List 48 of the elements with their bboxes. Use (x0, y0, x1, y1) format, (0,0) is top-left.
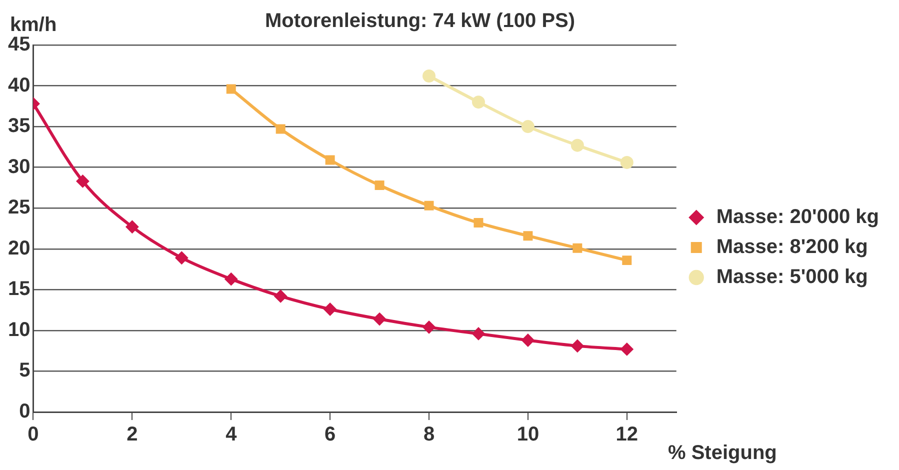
point (570, 339, 584, 352)
point (422, 69, 436, 82)
x-tick-label: 4 (226, 424, 238, 446)
y-tick-label: 35 (8, 115, 30, 138)
y-tick-label: 0 (19, 400, 30, 423)
y-tick-label: 30 (8, 156, 30, 178)
y-axis-title: km/h (10, 14, 57, 36)
point (622, 256, 632, 266)
x-axis-title: % Steigung (668, 442, 777, 465)
point (521, 334, 534, 347)
point (570, 138, 584, 152)
y-tick-label: 20 (8, 237, 30, 260)
point (424, 200, 434, 210)
point (474, 218, 484, 228)
legend-label: Masse: 8'200 kg (716, 236, 868, 258)
y-tick-label: 10 (8, 318, 30, 341)
point (521, 120, 534, 134)
x-tick-label: 8 (423, 424, 435, 446)
point (472, 96, 485, 109)
legend-label: Masse: 5'000 kg (716, 266, 868, 288)
x-tick-label: 10 (516, 424, 540, 446)
point (373, 312, 386, 326)
chart-title: Motorenleistung: 74 kW (100 PS) (265, 10, 576, 33)
x-tick-label: 2 (126, 424, 138, 446)
point (620, 156, 634, 169)
point (325, 155, 335, 165)
legend-label: Masse: 20'000 kg (716, 206, 880, 228)
point (472, 327, 485, 340)
point (276, 124, 286, 134)
y-tick-label: 45 (8, 34, 30, 56)
x-tick-label: 6 (324, 424, 336, 446)
point (274, 290, 288, 303)
point (324, 302, 337, 316)
point (374, 180, 384, 190)
point (226, 84, 236, 94)
y-tick-label: 25 (8, 196, 30, 219)
y-tick-label: 15 (8, 278, 30, 300)
y-tick-label: 40 (8, 74, 30, 96)
x-tick-label: 12 (616, 424, 638, 446)
point (224, 272, 238, 286)
point (422, 320, 436, 334)
y-tick-label: 5 (19, 360, 30, 382)
point (76, 174, 90, 188)
point (523, 231, 533, 241)
point (620, 342, 634, 356)
point (126, 220, 139, 234)
point (175, 251, 188, 264)
point (572, 243, 582, 253)
